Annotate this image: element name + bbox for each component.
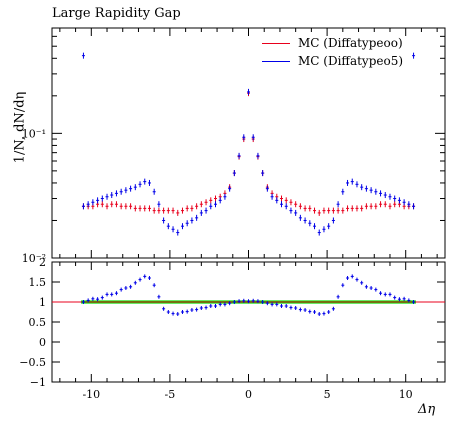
ratio-panel-frame [51, 261, 446, 383]
ratio-y-tick-label: −1 [30, 376, 46, 389]
y-tick-label: 10⁻¹ [22, 127, 46, 140]
ratio-y-tick-label: 1.5 [29, 276, 47, 289]
x-tick-label: 10 [399, 388, 413, 401]
x-tick-label: 5 [324, 388, 331, 401]
main-panel-frame [51, 27, 446, 259]
ratio-y-tick-label: 2 [39, 256, 46, 269]
legend-swatch [262, 60, 290, 62]
legend-label: MC (Diffatypeoo) [298, 36, 403, 50]
ratio-y-tick-label: 0.5 [29, 316, 47, 329]
x-tick-label: -5 [165, 388, 176, 401]
x-tick-label: 0 [245, 388, 252, 401]
ratio-y-tick-label: 1 [39, 296, 46, 309]
ratio-y-tick-label: −0.5 [19, 356, 46, 369]
x-axis-label: Δη [418, 402, 436, 417]
ratio-y-tick-label: 0 [39, 336, 46, 349]
chart-title: Large Rapidity Gap [52, 6, 181, 21]
y-tick-label: 10⁻² [22, 252, 46, 265]
legend-entry: MC (Diffatypeoo) [262, 34, 403, 52]
legend-label: MC (Diffatypeo5) [298, 54, 404, 68]
legend-swatch [262, 42, 290, 44]
legend-entry: MC (Diffatypeo5) [262, 52, 403, 70]
x-tick-label: -10 [82, 388, 100, 401]
legend: MC (Diffatypeoo) MC (Diffatypeo5) [262, 34, 403, 70]
